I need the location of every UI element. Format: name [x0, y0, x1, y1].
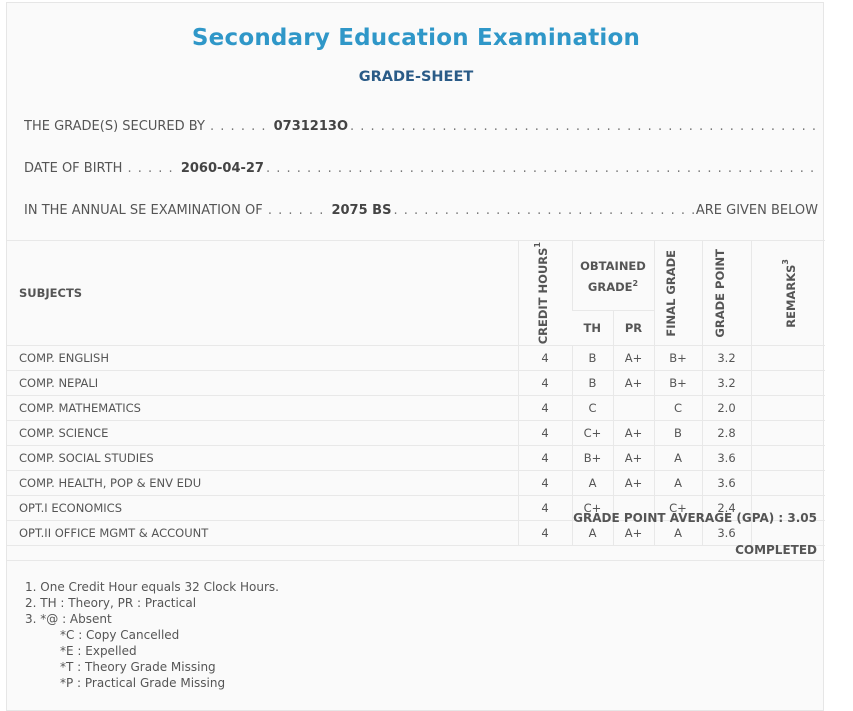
credit-hours-cell: 4: [517, 345, 572, 372]
exam-year-value: 2075 BS: [331, 203, 392, 218]
exam-tail-text: ARE GIVEN BELOW: [695, 203, 818, 218]
symbol-number-value: 0731213O: [273, 119, 348, 134]
table-row: COMP. MATHEMATICS 4 C C 2.0: [7, 395, 825, 422]
credit-hours-cell: 4: [517, 395, 572, 422]
final-grade-cell: A: [653, 470, 702, 497]
remarks-cell: [750, 445, 825, 472]
table-row: COMP. SCIENCE 4 C+ A+ B 2.8: [7, 420, 825, 447]
subject-cell: COMP. NEPALI: [7, 370, 518, 397]
remarks-header: REMARKS3: [750, 239, 825, 347]
footnote-3-e: *E : Expelled: [60, 644, 137, 658]
footnote-3: 3. *@ : Absent: [25, 612, 112, 626]
theory-grade-cell: C: [571, 395, 613, 422]
practical-grade-cell: A+: [612, 470, 654, 497]
remarks-cell: [750, 370, 825, 397]
theory-grade-cell: C+: [571, 495, 613, 522]
theory-grade-cell: B: [571, 345, 613, 372]
final-grade-cell: B+: [653, 370, 702, 397]
table-row: OPT.II OFFICE MGMT & ACCOUNT 4 A A+ A 3.6: [7, 520, 825, 547]
obtained-grade-header: OBTAINED GRADE2: [571, 239, 654, 312]
footnote-3-t: *T : Theory Grade Missing: [60, 660, 216, 674]
grade-point-cell: 3.6: [701, 470, 751, 497]
practical-grade-cell: A+: [612, 420, 654, 447]
table-row: COMP. NEPALI 4 B A+ B+ 3.2: [7, 370, 825, 397]
theory-grade-cell: A: [571, 470, 613, 497]
grade-point-cell: 2.8: [701, 420, 751, 447]
exam-label: IN THE ANNUAL SE EXAMINATION OF: [24, 203, 263, 218]
grade-sheet-panel: Secondary Education Examination GRADE-SH…: [6, 2, 825, 711]
final-grade-cell: A: [653, 445, 702, 472]
footnotes: 1. One Credit Hour equals 32 Clock Hours…: [25, 579, 279, 691]
practical-grade-cell: [612, 395, 654, 422]
subject-cell: OPT.II OFFICE MGMT & ACCOUNT: [7, 520, 518, 547]
final-grade-cell: B: [653, 420, 702, 447]
result-status: COMPLETED: [735, 543, 817, 557]
practical-grade-cell: A+: [612, 520, 654, 547]
credit-hours-cell: 4: [517, 495, 572, 522]
final-grade-cell: B+: [653, 345, 702, 372]
grade-point-header: GRADE POINT: [701, 239, 751, 347]
subject-cell: COMP. ENGLISH: [7, 345, 518, 372]
remarks-cell: [750, 395, 825, 422]
secured-by-label: THE GRADE(S) SECURED BY: [24, 119, 205, 134]
subject-cell: OPT.I ECONOMICS: [7, 495, 518, 522]
footnote-1: 1. One Credit Hour equals 32 Clock Hours…: [25, 580, 279, 594]
dob-line: DATE OF BIRTH . . . . . 2060-04-27 . . .…: [24, 161, 818, 176]
table-row: COMP. HEALTH, POP & ENV EDU 4 A A+ A 3.6: [7, 470, 825, 497]
exam-line: IN THE ANNUAL SE EXAMINATION OF . . . . …: [24, 203, 818, 218]
remarks-cell: [750, 470, 825, 497]
footnote-2: 2. TH : Theory, PR : Practical: [25, 596, 197, 610]
grade-point-cell: 3.2: [701, 370, 751, 397]
grade-point-cell: 3.2: [701, 345, 751, 372]
secured-by-line: THE GRADE(S) SECURED BY . . . . . . 0731…: [24, 119, 818, 134]
subject-cell: COMP. SOCIAL STUDIES: [7, 445, 518, 472]
subject-cell: COMP. HEALTH, POP & ENV EDU: [7, 470, 518, 497]
final-grade-cell: C+: [653, 495, 702, 522]
practical-grade-cell: A+: [612, 345, 654, 372]
credit-hours-cell: 4: [517, 445, 572, 472]
dob-label: DATE OF BIRTH: [24, 161, 123, 176]
final-grade-header: FINAL GRADE: [653, 239, 702, 347]
credit-hours-cell: 4: [517, 470, 572, 497]
pr-header: PR: [612, 310, 654, 347]
theory-grade-cell: C+: [571, 420, 613, 447]
footnote-3-c: *C : Copy Cancelled: [60, 628, 180, 642]
practical-grade-cell: A+: [612, 445, 654, 472]
table-row: COMP. SOCIAL STUDIES 4 B+ A+ A 3.6: [7, 445, 825, 472]
practical-grade-cell: A+: [612, 370, 654, 397]
footer-divider: [7, 560, 825, 561]
gpa-summary: GRADE POINT AVERAGE (GPA) : 3.05: [573, 511, 817, 525]
grades-body: COMP. ENGLISH 4 B A+ B+ 3.2 COMP. NEPALI 4 B A+ B+…: [7, 345, 825, 547]
grade-point-cell: 3.6: [701, 520, 751, 547]
subject-cell: COMP. SCIENCE: [7, 420, 518, 447]
page-subtitle: GRADE-SHEET: [358, 69, 474, 85]
grade-point-cell: 3.6: [701, 445, 751, 472]
remarks-cell: [750, 420, 825, 447]
footnote-3-p: *P : Practical Grade Missing: [60, 676, 226, 690]
final-grade-cell: A: [653, 520, 702, 547]
subjects-header: SUBJECTS: [7, 239, 518, 347]
theory-grade-cell: A: [571, 520, 613, 547]
grade-point-cell: 2.4: [701, 495, 751, 522]
remarks-cell: [750, 520, 825, 547]
table-row: COMP. ENGLISH 4 B A+ B+ 3.2: [7, 345, 825, 372]
th-header: TH: [572, 310, 613, 347]
page-title: Secondary Education Examination: [191, 25, 641, 51]
credit-hours-cell: 4: [517, 420, 572, 447]
credit-hours-header: CREDIT HOURS1: [517, 239, 572, 347]
practical-grade-cell: [612, 495, 654, 522]
dob-value: 2060-04-27: [180, 161, 264, 176]
remarks-cell: [750, 345, 825, 372]
grades-table: SUBJECTS CREDIT HOURS1 OBTAINED GRADE2 F…: [7, 239, 825, 547]
credit-hours-cell: 4: [517, 520, 572, 547]
grade-point-cell: 2.0: [701, 395, 751, 422]
credit-hours-cell: 4: [517, 370, 572, 397]
theory-grade-cell: B: [571, 370, 613, 397]
subject-cell: COMP. MATHEMATICS: [7, 395, 518, 422]
final-grade-cell: C: [653, 395, 702, 422]
table-row: OPT.I ECONOMICS 4 C+ C+ 2.4: [7, 495, 825, 522]
remarks-cell: [750, 495, 825, 522]
theory-grade-cell: B+: [571, 445, 613, 472]
